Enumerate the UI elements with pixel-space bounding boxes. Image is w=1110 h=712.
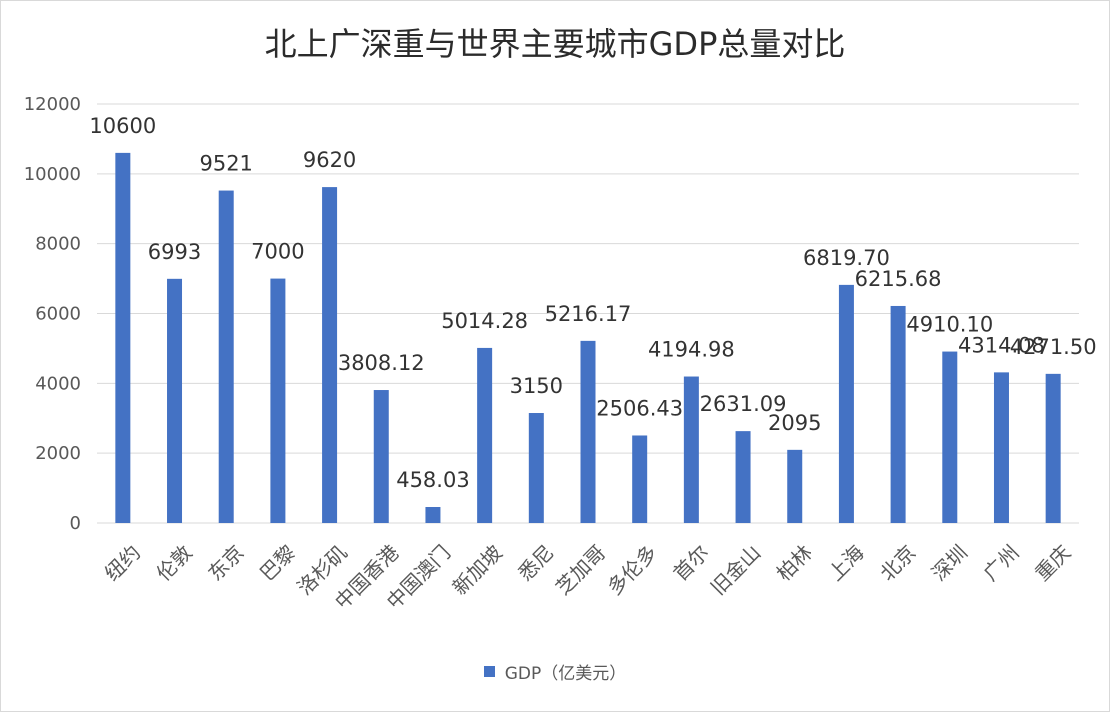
bar	[993, 372, 1009, 523]
legend-swatch	[483, 666, 495, 677]
data-label: 458.03	[396, 468, 469, 492]
category-label: 新加坡	[448, 540, 507, 599]
category-label: 多伦多	[603, 540, 662, 599]
bar	[580, 340, 596, 523]
bar	[322, 187, 338, 523]
data-label: 3150	[510, 374, 563, 398]
bar	[373, 390, 389, 523]
category-label: 首尔	[668, 540, 713, 585]
data-label: 2506.43	[596, 396, 683, 420]
bar	[683, 376, 699, 523]
bar	[787, 449, 803, 523]
bar	[270, 278, 286, 523]
data-label: 6215.68	[855, 267, 942, 291]
category-label: 柏林	[772, 540, 817, 585]
chart-title: 北上广深重与世界主要城市GDP总量对比	[264, 25, 846, 63]
y-tick-label: 12000	[24, 94, 81, 115]
category-label: 重庆	[1030, 540, 1075, 585]
bar	[477, 347, 493, 523]
y-tick-label: 8000	[35, 234, 81, 255]
bar	[218, 190, 234, 523]
y-tick-label: 2000	[35, 443, 81, 464]
category-label: 纽约	[100, 540, 145, 585]
data-label: 10600	[89, 114, 156, 138]
y-tick-label: 6000	[35, 304, 81, 325]
bar	[167, 278, 183, 523]
data-label: 9521	[199, 152, 252, 176]
bar	[735, 431, 751, 523]
data-label: 4910.10	[906, 313, 993, 337]
bar	[838, 284, 854, 523]
data-label: 4194.98	[648, 338, 735, 362]
data-label: 5014.28	[441, 309, 528, 333]
bar	[528, 413, 544, 523]
bar	[942, 351, 958, 523]
bar	[1045, 373, 1061, 523]
data-label: 6819.70	[803, 246, 890, 270]
data-label: 5216.17	[545, 302, 632, 326]
data-label: 4271.50	[1010, 335, 1097, 359]
bar	[115, 152, 131, 523]
data-label: 4314.08	[958, 333, 1045, 357]
category-label: 上海	[823, 540, 868, 585]
y-tick-label: 10000	[24, 164, 81, 185]
category-label: 芝加哥	[551, 540, 610, 599]
bar	[890, 305, 906, 523]
category-label: 悉尼	[513, 540, 558, 585]
legend-label: GDP（亿美元）	[504, 664, 627, 684]
data-label: 2095	[768, 411, 821, 435]
data-label: 7000	[251, 240, 304, 264]
category-label: 伦敦	[152, 540, 197, 585]
legend: GDP（亿美元）	[1, 659, 1109, 684]
category-label: 旧金山	[706, 540, 765, 599]
data-label: 2631.09	[700, 392, 787, 416]
y-tick-label: 0	[70, 513, 81, 534]
category-label: 深圳	[927, 540, 972, 585]
bar	[425, 507, 441, 523]
category-label: 北京	[875, 540, 920, 585]
bar	[632, 435, 648, 523]
y-tick-label: 4000	[35, 373, 81, 394]
data-label: 9620	[303, 148, 356, 172]
data-label: 3808.12	[338, 351, 425, 375]
category-label: 巴黎	[255, 540, 300, 585]
data-label: 6993	[148, 240, 201, 264]
bar-chart: 0 2000 4000 6000 8000 10000 12000 10600 纽约 6993 伦敦…	[24, 94, 1097, 614]
category-label: 广州	[979, 540, 1024, 585]
category-label: 东京	[203, 540, 248, 585]
